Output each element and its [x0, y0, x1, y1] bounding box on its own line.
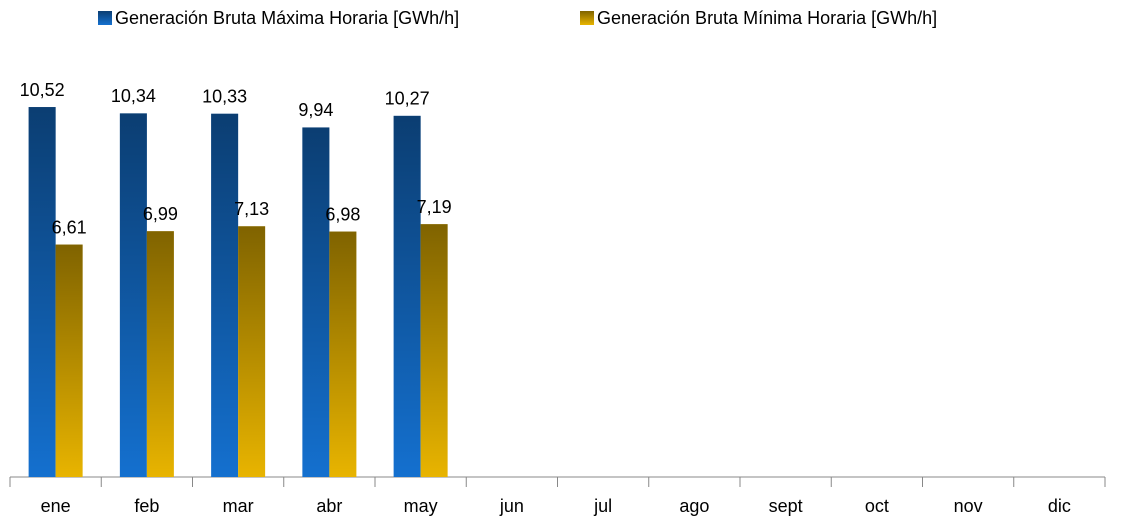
legend-label: Generación Bruta Máxima Horaria [GWh/h]	[115, 8, 459, 28]
data-label: 10,33	[202, 86, 247, 106]
x-tick-label: oct	[865, 496, 889, 516]
data-label: 7,13	[234, 199, 269, 219]
bar-shade	[238, 226, 266, 477]
data-label: 6,61	[52, 217, 87, 237]
bar-shade	[55, 244, 83, 477]
legend-swatch-shade	[98, 11, 112, 25]
x-tick-label: sept	[769, 496, 803, 516]
bar-shade	[329, 231, 357, 477]
x-tick-label: ene	[41, 496, 71, 516]
bar-shade	[119, 113, 147, 478]
x-tick-label: dic	[1048, 496, 1071, 516]
data-label: 10,34	[111, 86, 156, 106]
x-tick-label: abr	[316, 496, 342, 516]
x-tick-label: jun	[499, 496, 524, 516]
x-tick-label: jul	[593, 496, 612, 516]
bar-shade	[28, 107, 56, 478]
bar-shade	[211, 113, 239, 477]
x-tick-label: mar	[223, 496, 254, 516]
data-label: 9,94	[298, 100, 333, 120]
data-label: 6,98	[325, 204, 360, 224]
x-tick-label: may	[404, 496, 438, 516]
x-tick-label: feb	[134, 496, 159, 516]
legend-swatch-shade	[580, 11, 594, 25]
bar-shade	[420, 224, 448, 477]
data-label: 6,99	[143, 204, 178, 224]
bar-shade	[393, 115, 421, 478]
data-label: 7,19	[417, 197, 452, 217]
data-label: 10,27	[385, 89, 430, 109]
data-label: 10,52	[20, 80, 65, 100]
x-tick-label: ago	[679, 496, 709, 516]
x-tick-label: nov	[954, 496, 983, 516]
bar-shade	[302, 127, 330, 478]
bar-shade	[146, 231, 174, 477]
legend-label: Generación Bruta Mínima Horaria [GWh/h]	[597, 8, 937, 28]
